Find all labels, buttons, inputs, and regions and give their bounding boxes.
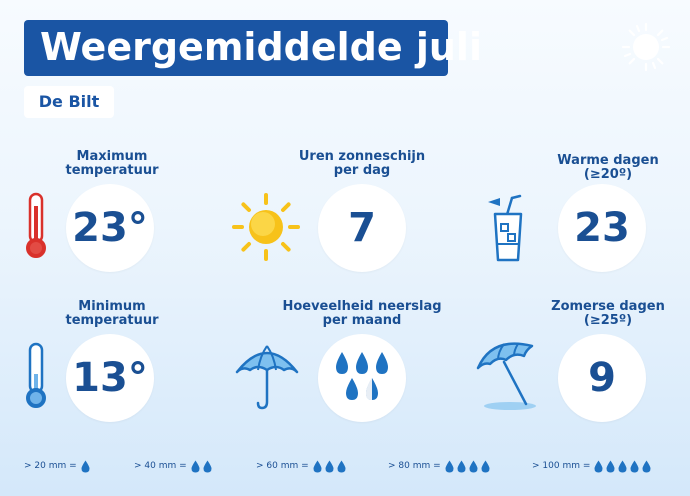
drop-icon <box>445 460 454 472</box>
warm-days-label: Warme dagen (≥20º) <box>557 153 659 182</box>
drop-icon <box>481 460 490 472</box>
legend-drops <box>191 460 212 473</box>
drop-icon <box>594 460 603 472</box>
legend-drops <box>81 460 90 473</box>
rain-drop-icon <box>346 378 358 400</box>
rain-drop-icon <box>376 352 388 374</box>
legend-item-40: > 40 mm = <box>134 458 212 474</box>
min-temp-label: Minimum temperatuur <box>65 299 159 328</box>
sunshine-value: 7 <box>318 184 406 272</box>
legend-drops <box>594 460 651 473</box>
location-badge: De Bilt <box>24 86 114 118</box>
drop-icon <box>191 460 200 472</box>
cold-drink-icon <box>488 194 523 262</box>
thermometer-hot-icon <box>26 192 46 258</box>
drop-icon <box>325 460 334 472</box>
drop-icon <box>457 460 466 472</box>
summer-days-value: 9 <box>558 334 646 422</box>
max-temp-value: 23° <box>66 184 154 272</box>
rainfall-drops <box>336 352 388 400</box>
max-temp-label: Maximum temperatuur <box>65 149 159 178</box>
drop-icon <box>313 460 322 472</box>
drop-icon <box>618 460 627 472</box>
umbrella-icon <box>235 345 299 410</box>
rainfall-label: Hoeveelheid neerslag per maand <box>282 299 442 328</box>
legend-item-20: > 20 mm = <box>24 458 90 474</box>
rain-drop-icon <box>356 352 368 374</box>
rain-drop-icon <box>336 352 348 374</box>
summer-days-label: Zomerse dagen (≥25º) <box>551 299 665 328</box>
warm-days-value: 23 <box>558 184 646 272</box>
legend-item-60: > 60 mm = <box>256 458 346 474</box>
page-title: Weergemiddelde juli <box>24 20 482 76</box>
sun-logo-icon <box>621 22 671 72</box>
min-temp-value: 13° <box>66 334 154 422</box>
legend-item-80: > 80 mm = <box>388 458 490 474</box>
legend-drops <box>313 460 346 473</box>
drop-icon <box>606 460 615 472</box>
drop-icon <box>630 460 639 472</box>
drop-icon <box>81 460 90 472</box>
sun-icon <box>232 193 300 261</box>
drop-icon <box>469 460 478 472</box>
drop-icon <box>203 460 212 472</box>
beach-umbrella-icon <box>476 342 536 410</box>
legend-item-100: > 100 mm = <box>532 458 651 474</box>
legend-drops <box>445 460 490 473</box>
thermometer-cold-icon <box>26 342 46 408</box>
rainfall-value <box>318 334 406 422</box>
sunshine-label: Uren zonneschijn per dag <box>298 149 426 178</box>
drop-icon <box>642 460 651 472</box>
drop-icon <box>337 460 346 472</box>
